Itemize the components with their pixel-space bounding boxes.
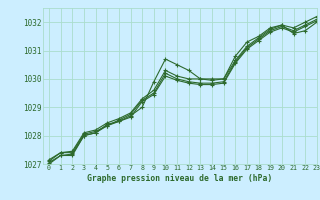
X-axis label: Graphe pression niveau de la mer (hPa): Graphe pression niveau de la mer (hPa) <box>87 174 273 183</box>
